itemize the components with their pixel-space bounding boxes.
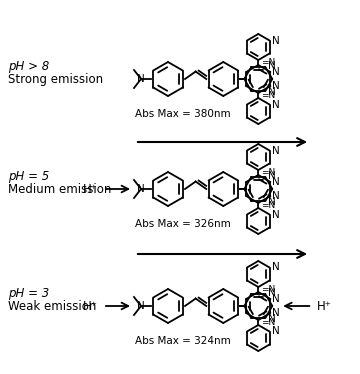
Text: =N: =N <box>261 285 275 294</box>
Text: N: N <box>268 288 276 298</box>
Text: Abs Max = 326nm: Abs Max = 326nm <box>135 219 231 229</box>
Text: N: N <box>271 209 279 220</box>
Text: N: N <box>268 197 276 207</box>
Text: N: N <box>268 314 276 324</box>
Text: N: N <box>271 263 279 273</box>
Text: N: N <box>268 171 276 181</box>
Text: N: N <box>268 87 276 97</box>
Text: H⁺: H⁺ <box>83 300 98 313</box>
Text: Medium emission: Medium emission <box>8 183 111 196</box>
Text: Weak emission: Weak emission <box>8 300 96 313</box>
Text: Abs Max = 380nm: Abs Max = 380nm <box>135 109 231 119</box>
Text: Abs Max = 324nm: Abs Max = 324nm <box>135 336 231 346</box>
Text: N: N <box>271 327 279 337</box>
Text: =N: =N <box>261 318 275 327</box>
Text: =N: =N <box>261 58 275 67</box>
Text: N: N <box>137 74 145 84</box>
Text: N: N <box>271 36 279 46</box>
Text: N: N <box>268 61 276 71</box>
Text: N: N <box>273 177 280 187</box>
Text: N: N <box>273 67 280 77</box>
Text: =N: =N <box>261 91 275 100</box>
Text: pH = 5: pH = 5 <box>8 169 49 183</box>
Text: N: N <box>137 184 145 194</box>
Text: N: N <box>273 294 280 304</box>
Text: N: N <box>271 145 279 156</box>
Text: =N: =N <box>261 168 275 177</box>
Text: pH = 3: pH = 3 <box>8 286 49 300</box>
Text: N: N <box>271 99 279 110</box>
Text: N: N <box>273 308 280 318</box>
Text: N: N <box>273 81 280 91</box>
Text: N: N <box>137 301 145 311</box>
Text: H⁺: H⁺ <box>317 300 332 313</box>
Text: =N: =N <box>261 201 275 210</box>
Text: H⁺: H⁺ <box>83 183 98 196</box>
Text: pH > 8: pH > 8 <box>8 59 49 73</box>
Text: N: N <box>273 191 280 201</box>
Text: Strong emission: Strong emission <box>8 73 103 86</box>
